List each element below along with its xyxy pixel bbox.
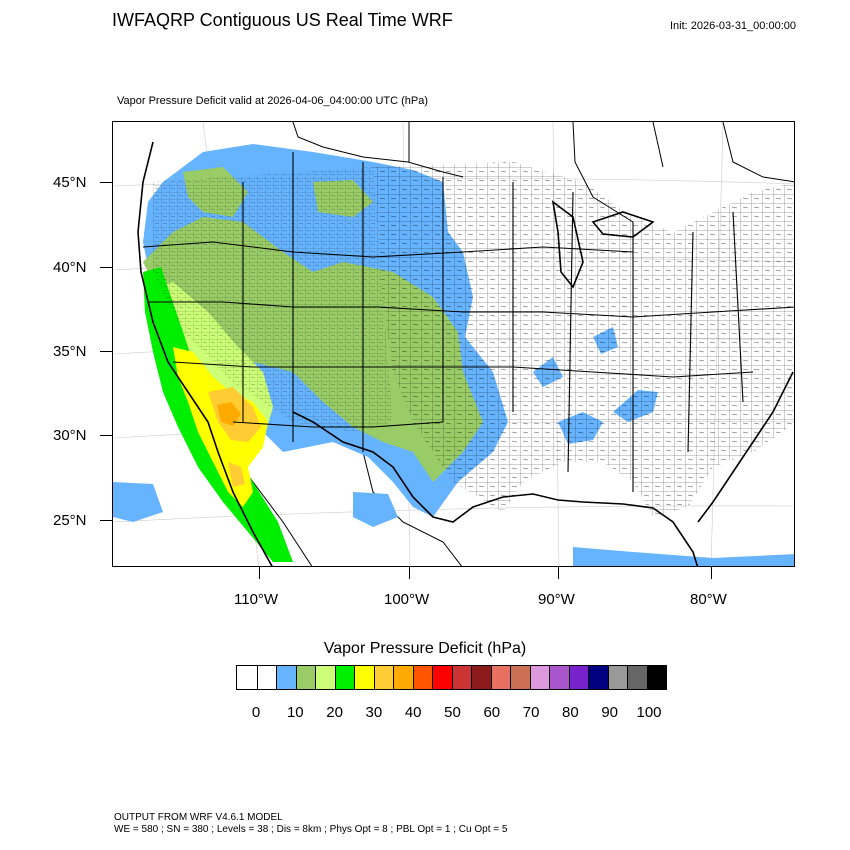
chart-subtitle: Vapor Pressure Deficit valid at 2026-04-…: [117, 95, 429, 107]
legend-swatch: [529, 666, 549, 689]
lon-label-90: 90°W: [538, 591, 575, 608]
legend-swatch: [373, 666, 393, 689]
legend-swatch: [451, 666, 471, 689]
lat-tick: [100, 267, 112, 268]
legend-swatch: [354, 666, 374, 689]
lon-tick: [409, 567, 410, 579]
vpd-fill-yellow: [173, 347, 268, 507]
legend-swatch: [393, 666, 413, 689]
chart-title: IWFAQRP Contiguous US Real Time WRF: [112, 10, 453, 30]
legend-swatch: [432, 666, 452, 689]
lon-label-110: 110°W: [234, 591, 279, 608]
lat-label-35: 35°N: [53, 343, 87, 360]
footer-config: WE = 580 ; SN = 380 ; Levels = 38 ; Dis …: [114, 824, 508, 835]
state-borders: [142, 152, 794, 492]
lat-tick: [100, 435, 112, 436]
legend-swatch: [490, 666, 510, 689]
lat-tick: [100, 520, 112, 521]
legend-swatch: [412, 666, 432, 689]
legend-tick-label: 70: [522, 704, 540, 721]
legend-swatch: [510, 666, 530, 689]
legend-swatch: [334, 666, 354, 689]
legend-tick-label: 60: [483, 704, 501, 721]
legend-swatch: [627, 666, 647, 689]
legend-tick-label: 90: [601, 704, 619, 721]
legend-swatch: [315, 666, 335, 689]
lon-label-100: 100°W: [384, 591, 430, 608]
vpd-fill-light-blue-gulf: [113, 482, 794, 566]
legend-swatch: [549, 666, 569, 689]
legend-tick-label: 0: [251, 704, 261, 721]
legend-tick-label: 50: [444, 704, 461, 721]
lon-tick: [711, 567, 712, 579]
legend-swatch: [471, 666, 491, 689]
legend-tick-label: 20: [326, 704, 343, 721]
map-canvas: [113, 122, 794, 566]
color-legend: [236, 665, 667, 690]
lat-label-30: 30°N: [53, 427, 87, 444]
vpd-fill-orange: [217, 402, 241, 426]
lat-label-45: 45°N: [53, 174, 87, 191]
county-texture-west: [153, 167, 393, 432]
lon-tick: [259, 567, 260, 579]
footer-model: OUTPUT FROM WRF V4.6.1 MODEL: [114, 812, 283, 823]
coastline: [137, 141, 794, 566]
lat-label-25: 25°N: [53, 512, 87, 529]
init-time: Init: 2026-03-31_00:00:00: [670, 20, 796, 32]
legend-tick-label: 30: [365, 704, 383, 721]
lat-tick: [100, 351, 112, 352]
legend-tick-label: 100: [636, 704, 662, 721]
lon-label-80: 80°W: [690, 591, 727, 608]
legend-swatch: [295, 666, 315, 689]
legend-swatch: [607, 666, 627, 689]
lat-tick: [100, 182, 112, 183]
legend-tick-label: 10: [286, 704, 304, 721]
legend-swatch: [588, 666, 608, 689]
legend-swatch: [276, 666, 296, 689]
map-panel: [112, 121, 795, 567]
lon-tick: [558, 567, 559, 579]
legend-tick-label: 80: [562, 704, 579, 721]
legend-swatch: [256, 666, 276, 689]
legend-swatch: [237, 666, 257, 689]
legend-tick-label: 40: [404, 704, 422, 721]
lat-label-40: 40°N: [53, 259, 87, 276]
legend-swatch: [568, 666, 588, 689]
legend-swatch: [646, 666, 666, 689]
legend-title: Vapor Pressure Deficit (hPa): [323, 640, 527, 657]
